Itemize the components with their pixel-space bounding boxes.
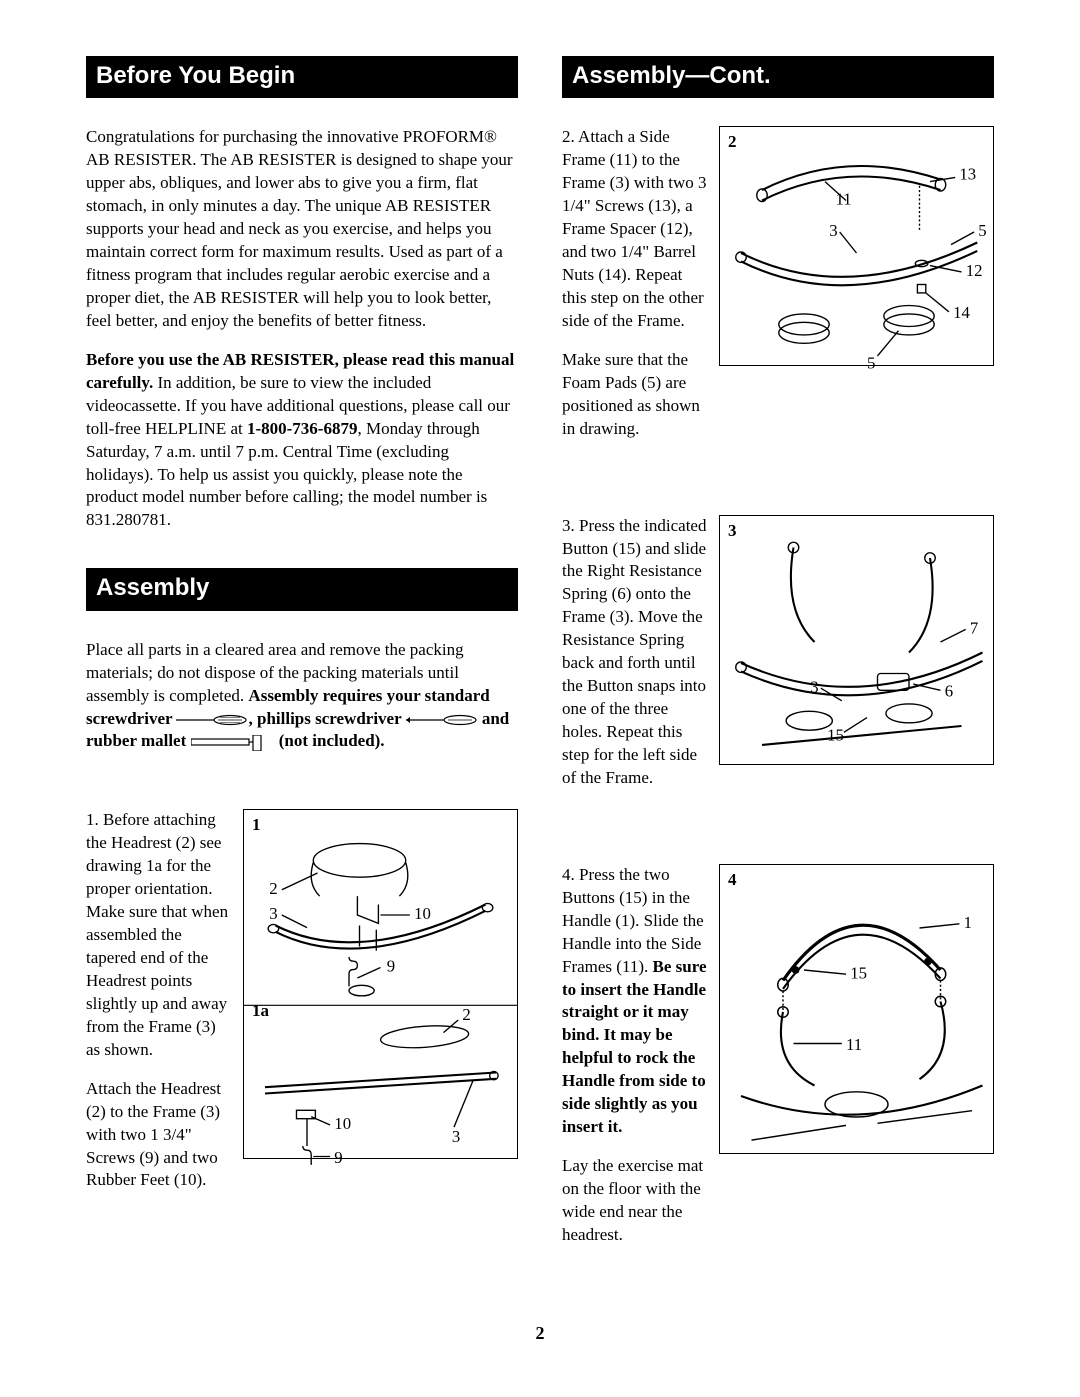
assembly-intro-bold-b: , phillips screwdriver: [248, 709, 405, 728]
left-column: Before You Begin Congratulations for pur…: [86, 56, 518, 1281]
fig1a-label-3: 3: [452, 1127, 460, 1146]
figure-4: 4: [719, 864, 994, 1154]
figure-3-num: 3: [728, 520, 737, 543]
step-4-text: 4. Press the two Buttons (15) in the Han…: [562, 864, 707, 1263]
figure-1a-num: 1a: [252, 1000, 269, 1023]
fig2-label-12: 12: [966, 261, 983, 280]
fig1-label-2: 2: [269, 879, 277, 898]
step-4-block: 4. Press the two Buttons (15) in the Han…: [562, 864, 994, 1263]
step-3-para-a: 3. Press the indicated Button (15) and s…: [562, 515, 707, 790]
step-2-text: 2. Attach a Side Frame (11) to the Frame…: [562, 126, 707, 456]
fig2-label-11: 11: [836, 190, 852, 209]
fig3-label-15: 15: [827, 725, 844, 744]
fig4-label-15: 15: [850, 963, 867, 982]
helpline-number: 1-800-736-6879: [247, 419, 357, 438]
fig1-label-9: 9: [387, 957, 395, 976]
step-4-para-b: Lay the exercise mat on the floor with t…: [562, 1155, 707, 1247]
fig1-label-3: 3: [269, 905, 277, 924]
step-4-bold: Be sure to insert the Handle straight or…: [562, 957, 707, 1137]
step-2-para-b: Make sure that the Foam Pads (5) are pos…: [562, 349, 707, 441]
step-3-text: 3. Press the indicated Button (15) and s…: [562, 515, 707, 806]
step-1-para-a: 1. Before attaching the Headrest (2) see…: [86, 809, 231, 1061]
fig1a-label-9: 9: [334, 1148, 342, 1167]
figure-1: 1 1a: [243, 809, 518, 1159]
assembly-intro: Place all parts in a cleared area and re…: [86, 639, 518, 754]
fig3-label-7: 7: [970, 618, 978, 637]
fig1a-label-2: 2: [462, 1005, 470, 1024]
step-2-block: 2. Attach a Side Frame (11) to the Frame…: [562, 126, 994, 456]
fig2-label-5a: 5: [978, 222, 986, 241]
flat-screwdriver-icon: [176, 714, 248, 726]
read-manual-paragraph: Before you use the AB RESISTER, please r…: [86, 349, 518, 533]
fig4-label-1: 1: [964, 913, 972, 932]
step-3-block: 3. Press the indicated Button (15) and s…: [562, 515, 994, 806]
phillips-screwdriver-icon: [406, 714, 478, 726]
figure-2: 2: [719, 126, 994, 366]
figure-2-num: 2: [728, 131, 737, 154]
step-1-block: 1. Before attaching the Headrest (2) see…: [86, 809, 518, 1208]
diagram-3: 7 3 6 15: [720, 516, 993, 779]
fig2-label-5b: 5: [867, 354, 875, 373]
header-assembly-cont: Assembly—Cont.: [562, 56, 994, 98]
figure-3: 3: [719, 515, 994, 765]
header-before-you-begin: Before You Begin: [86, 56, 518, 98]
fig2-label-14: 14: [953, 303, 970, 322]
header-assembly: Assembly: [86, 568, 518, 610]
fig2-label-13: 13: [959, 165, 976, 184]
diagram-4: 1 15 11: [720, 865, 993, 1170]
fig3-label-3: 3: [810, 677, 818, 696]
figure-4-num: 4: [728, 869, 737, 892]
diagram-1: 2 3 10 9 2 10 9 3: [244, 810, 517, 1178]
step-1-para-b: Attach the Headrest (2) to the Frame (3)…: [86, 1078, 231, 1193]
step-2-para-a: 2. Attach a Side Frame (11) to the Frame…: [562, 126, 707, 332]
assembly-intro-bold-d: (not included).: [275, 731, 385, 750]
fig1a-label-10: 10: [334, 1115, 351, 1134]
page-number: 2: [86, 1321, 994, 1345]
fig3-label-6: 6: [945, 681, 953, 700]
step-4-para-a: 4. Press the two Buttons (15) in the Han…: [562, 864, 707, 1139]
rubber-mallet-icon: [191, 735, 275, 751]
right-column: Assembly—Cont. 2. Attach a Side Frame (1…: [562, 56, 994, 1281]
figure-1-num: 1: [252, 814, 261, 837]
step-1-text: 1. Before attaching the Headrest (2) see…: [86, 809, 231, 1208]
diagram-2: 11 13 3 5 12 14 5: [720, 127, 993, 379]
fig4-label-11: 11: [846, 1035, 862, 1054]
fig1-label-10: 10: [414, 905, 431, 924]
intro-paragraph: Congratulations for purchasing the innov…: [86, 126, 518, 332]
fig2-label-3: 3: [829, 222, 837, 241]
